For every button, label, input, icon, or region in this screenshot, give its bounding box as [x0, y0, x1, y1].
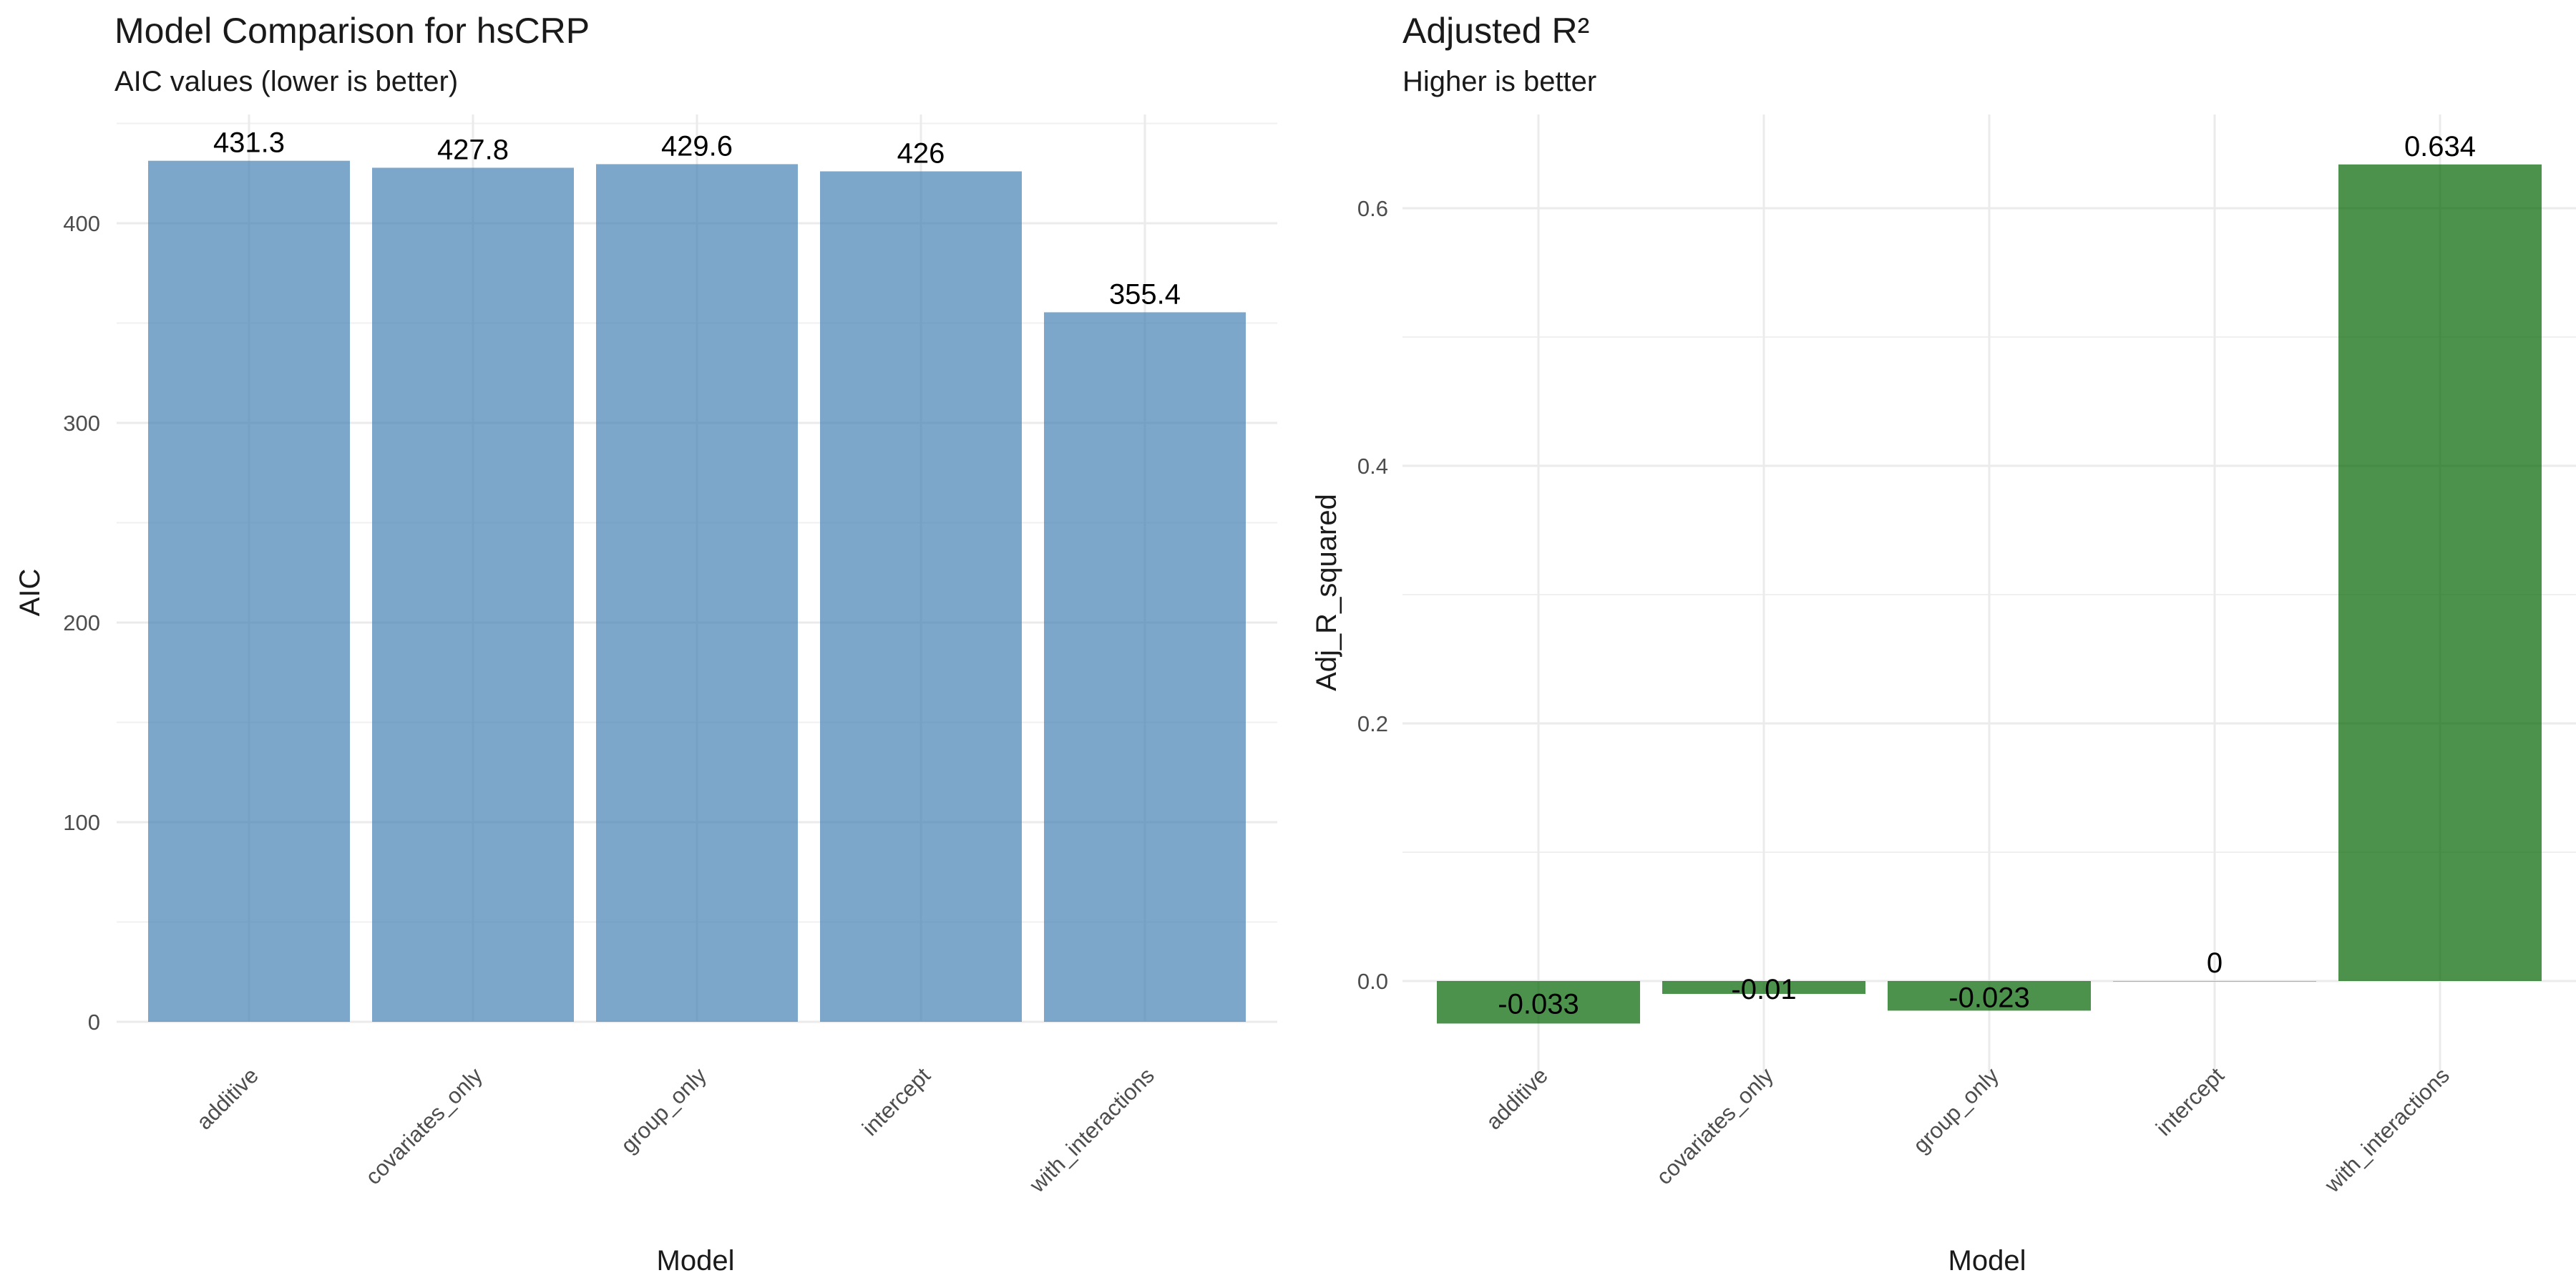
adj-r2-y-tick-label: 0.0: [1357, 969, 1388, 994]
adj-r2-data-label: 0.634: [2404, 131, 2476, 162]
aic-data-label: 431.3: [213, 127, 285, 159]
aic-y-tick-label: 100: [63, 810, 100, 835]
adj-r2-bar-additive: [1437, 981, 1640, 1024]
aic-y-tick-label: 400: [63, 211, 100, 236]
aic-data-label: 426: [897, 137, 945, 169]
adj-r2-data-label: 0: [2207, 947, 2223, 979]
adj-r2-chart-subtitle: Higher is better: [1402, 66, 1596, 97]
aic-chart-subtitle: AIC values (lower is better): [114, 66, 458, 97]
aic-data-label: 355.4: [1109, 278, 1181, 310]
adj-r2-bar-with_interactions: [2338, 164, 2542, 981]
aic-bar-intercept: [820, 171, 1022, 1023]
aic-x-axis-title: Model: [657, 1245, 735, 1277]
adj-r2-bar-covariates_only: [1662, 981, 1865, 994]
aic-bar-with_interactions: [1044, 312, 1246, 1023]
adj-r2-y-tick-label: 0.6: [1357, 196, 1388, 221]
adj-r2-y-tick-label: 0.4: [1357, 454, 1388, 479]
aic-y-tick-label: 200: [63, 610, 100, 635]
adj-r2-x-axis-title: Model: [1948, 1245, 2026, 1277]
aic-chart-title: Model Comparison for hsCRP: [114, 11, 590, 51]
aic-bar-covariates_only: [372, 167, 574, 1023]
aic-y-tick-label: 0: [88, 1010, 100, 1035]
adj-r2-y-tick-label: 0.2: [1357, 711, 1388, 736]
adj-r2-data-label: -0.01: [1731, 974, 1796, 1005]
adj-r2-bar-group_only: [1888, 981, 2091, 1011]
adj-r2-bar-intercept: [2113, 981, 2316, 982]
adj-r2-y-axis-title: Adj_R_squared: [1311, 494, 1342, 691]
aic-data-label: 427.8: [437, 134, 509, 165]
adj-r2-data-label: -0.033: [1498, 989, 1579, 1020]
adj-r2-chart-title: Adjusted R²: [1402, 11, 1589, 51]
aic-y-tick-label: 300: [63, 411, 100, 436]
aic-y-axis-title: AIC: [14, 569, 46, 617]
adj-r2-data-label: -0.023: [1948, 982, 2029, 1014]
aic-bar-additive: [148, 160, 350, 1023]
aic-data-label: 429.6: [661, 130, 733, 162]
aic-bar-group_only: [596, 164, 798, 1022]
